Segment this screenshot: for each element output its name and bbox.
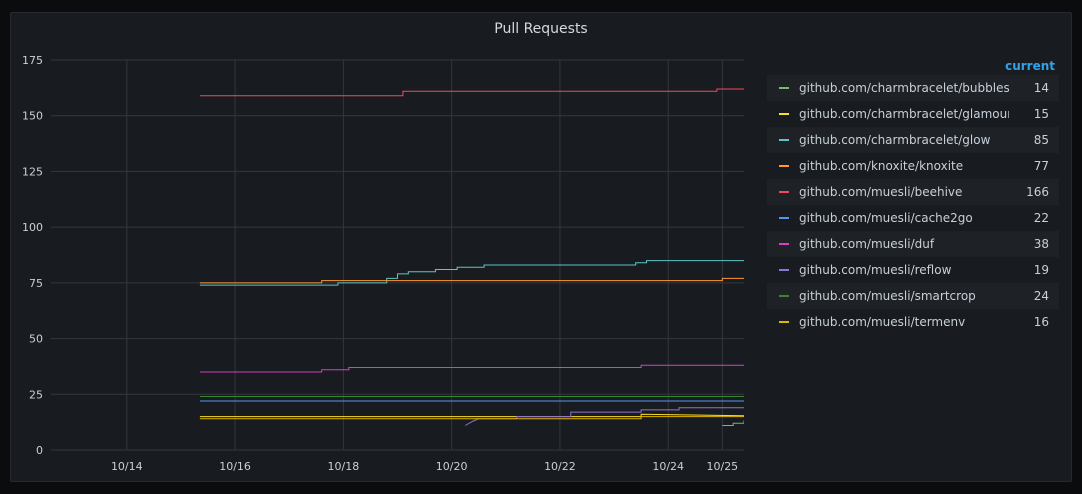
legend-series-name: github.com/muesli/cache2go (799, 211, 973, 225)
legend-swatch (779, 321, 789, 323)
legend-current-value: 85 (1033, 133, 1049, 147)
legend-item[interactable]: github.com/muesli/beehive 166 (767, 179, 1059, 205)
series-line[interactable] (199, 364, 771, 373)
legend-item[interactable]: github.com/muesli/reflow 19 (767, 257, 1059, 283)
legend-series-name: github.com/charmbracelet/bubbles (799, 81, 1009, 95)
line-chart[interactable]: 0 25 50 75 100 125 150 175 10/14 10/16 10/18 10/20… (11, 13, 771, 481)
series-layer (199, 80, 771, 426)
legend-series-name: github.com/muesli/smartcrop (799, 289, 976, 303)
x-tick-label: 10/22 (544, 460, 576, 473)
series-line[interactable] (199, 80, 771, 97)
legend-swatch (779, 295, 789, 297)
x-tick-label: 10/20 (436, 460, 468, 473)
legend-current-value: 22 (1033, 211, 1049, 225)
y-axis: 0 25 50 75 100 125 150 175 (22, 54, 43, 457)
series-line[interactable] (722, 419, 771, 426)
series-line[interactable] (199, 416, 771, 420)
series-line[interactable] (199, 277, 771, 284)
y-tick-label: 125 (22, 165, 43, 178)
legend-swatch (779, 165, 789, 167)
legend-swatch (779, 87, 789, 89)
y-tick-label: 150 (22, 110, 43, 123)
y-tick-label: 25 (29, 388, 43, 401)
x-tick-label: 10/24 (652, 460, 684, 473)
legend-swatch (779, 243, 789, 245)
legend-series-name: github.com/muesli/beehive (799, 185, 963, 199)
y-tick-label: 75 (29, 277, 43, 290)
legend-current-value: 24 (1033, 289, 1049, 303)
legend-current-value: 14 (1033, 81, 1049, 95)
legend-header-current[interactable]: current (1005, 59, 1055, 73)
legend-series-name: github.com/muesli/duf (799, 237, 935, 251)
legend-item[interactable]: github.com/charmbracelet/glamour 15 (767, 101, 1059, 127)
legend-current-value: 38 (1033, 237, 1049, 251)
y-tick-label: 175 (22, 54, 43, 67)
y-tick-label: 0 (36, 444, 43, 457)
legend-series-name: github.com/muesli/termenv (799, 315, 966, 329)
legend-item[interactable]: github.com/muesli/termenv 16 (767, 309, 1059, 335)
chart-grid (51, 59, 744, 451)
legend-item[interactable]: github.com/knoxite/knoxite 77 (767, 153, 1059, 179)
legend-current-value: 166 (1026, 185, 1049, 199)
legend-series-name: github.com/charmbracelet/glow (799, 133, 991, 147)
legend-item[interactable]: github.com/charmbracelet/bubbles 14 (767, 75, 1059, 101)
pull-requests-panel: Pull Requests 0 25 50 75 100 125 150 175 10/14 1… (10, 12, 1072, 482)
legend-item[interactable]: github.com/muesli/smartcrop 24 (767, 283, 1059, 309)
series-line[interactable] (199, 413, 771, 418)
y-tick-label: 100 (22, 221, 43, 234)
legend-series-name: github.com/muesli/reflow (799, 263, 952, 277)
x-tick-label: 10/25 (706, 460, 738, 473)
x-tick-label: 10/18 (328, 460, 360, 473)
legend-rows: github.com/charmbracelet/bubbles 14 github… (767, 75, 1059, 335)
panel-title[interactable]: Pull Requests (494, 21, 588, 37)
x-tick-label: 10/14 (111, 460, 143, 473)
legend-swatch (779, 113, 789, 115)
legend-item[interactable]: github.com/muesli/cache2go 22 (767, 205, 1059, 231)
legend-swatch (779, 139, 789, 141)
legend-current-value: 19 (1033, 263, 1049, 277)
legend-swatch (779, 191, 789, 193)
legend-swatch (779, 269, 789, 271)
y-tick-label: 50 (29, 333, 43, 346)
legend-item[interactable]: github.com/muesli/duf 38 (767, 231, 1059, 257)
legend-swatch (779, 217, 789, 219)
x-axis: 10/14 10/16 10/18 10/20 10/22 10/24 10/25 (111, 460, 738, 473)
legend-current-value: 15 (1033, 107, 1049, 121)
legend-series-name: github.com/knoxite/knoxite (799, 159, 964, 173)
legend: current github.com/charmbracelet/bubbles… (767, 57, 1059, 335)
series-line[interactable] (199, 260, 771, 286)
legend-series-name: github.com/charmbracelet/glamour (799, 107, 1009, 121)
x-tick-label: 10/16 (219, 460, 251, 473)
legend-current-value: 77 (1033, 159, 1049, 173)
legend-current-value: 16 (1033, 315, 1049, 329)
legend-item[interactable]: github.com/charmbracelet/glow 85 (767, 127, 1059, 153)
